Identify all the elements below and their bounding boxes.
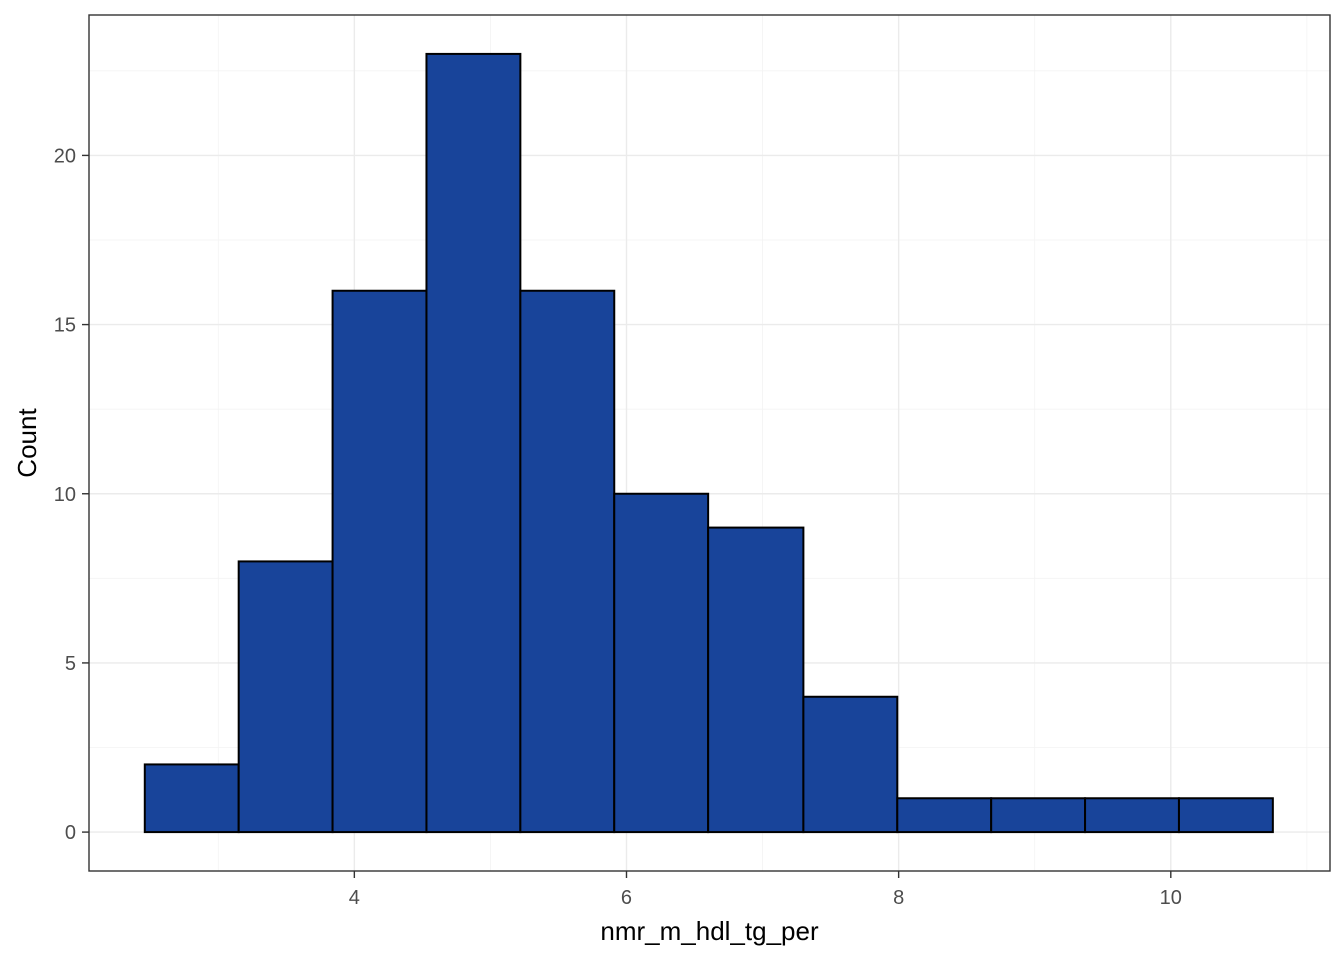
x-tick-label: 10 <box>1160 887 1182 909</box>
histogram-bar <box>1177 797 1274 834</box>
x-tick-label: 8 <box>893 887 904 909</box>
x-axis-title: nmr_m_hdl_tg_per <box>600 916 819 946</box>
panel-border <box>88 14 1331 872</box>
x-tick-label: 6 <box>621 887 632 909</box>
histogram-bar <box>143 763 240 834</box>
y-tick-label: 20 <box>54 145 76 167</box>
axes: 4 6 8 10 0 5 10 15 20 <box>54 145 1182 909</box>
histogram-bar <box>990 797 1087 834</box>
y-tick-label: 0 <box>65 822 76 844</box>
histogram-bar <box>896 797 993 834</box>
histogram-bar <box>1084 797 1180 834</box>
histogram-bar <box>707 526 805 834</box>
histogram-bar <box>802 695 899 834</box>
x-tick-label: 4 <box>349 887 360 909</box>
y-tick-label: 10 <box>54 484 76 506</box>
histogram-bar <box>425 52 522 834</box>
y-tick-label: 15 <box>54 315 76 337</box>
histogram-bar <box>237 560 334 834</box>
histogram-bar <box>613 492 710 834</box>
histogram-bars <box>143 52 1274 834</box>
histogram-bar <box>331 289 428 834</box>
histogram-bar <box>519 289 616 834</box>
y-axis-title: Count <box>12 408 42 478</box>
y-tick-label: 5 <box>65 653 76 675</box>
